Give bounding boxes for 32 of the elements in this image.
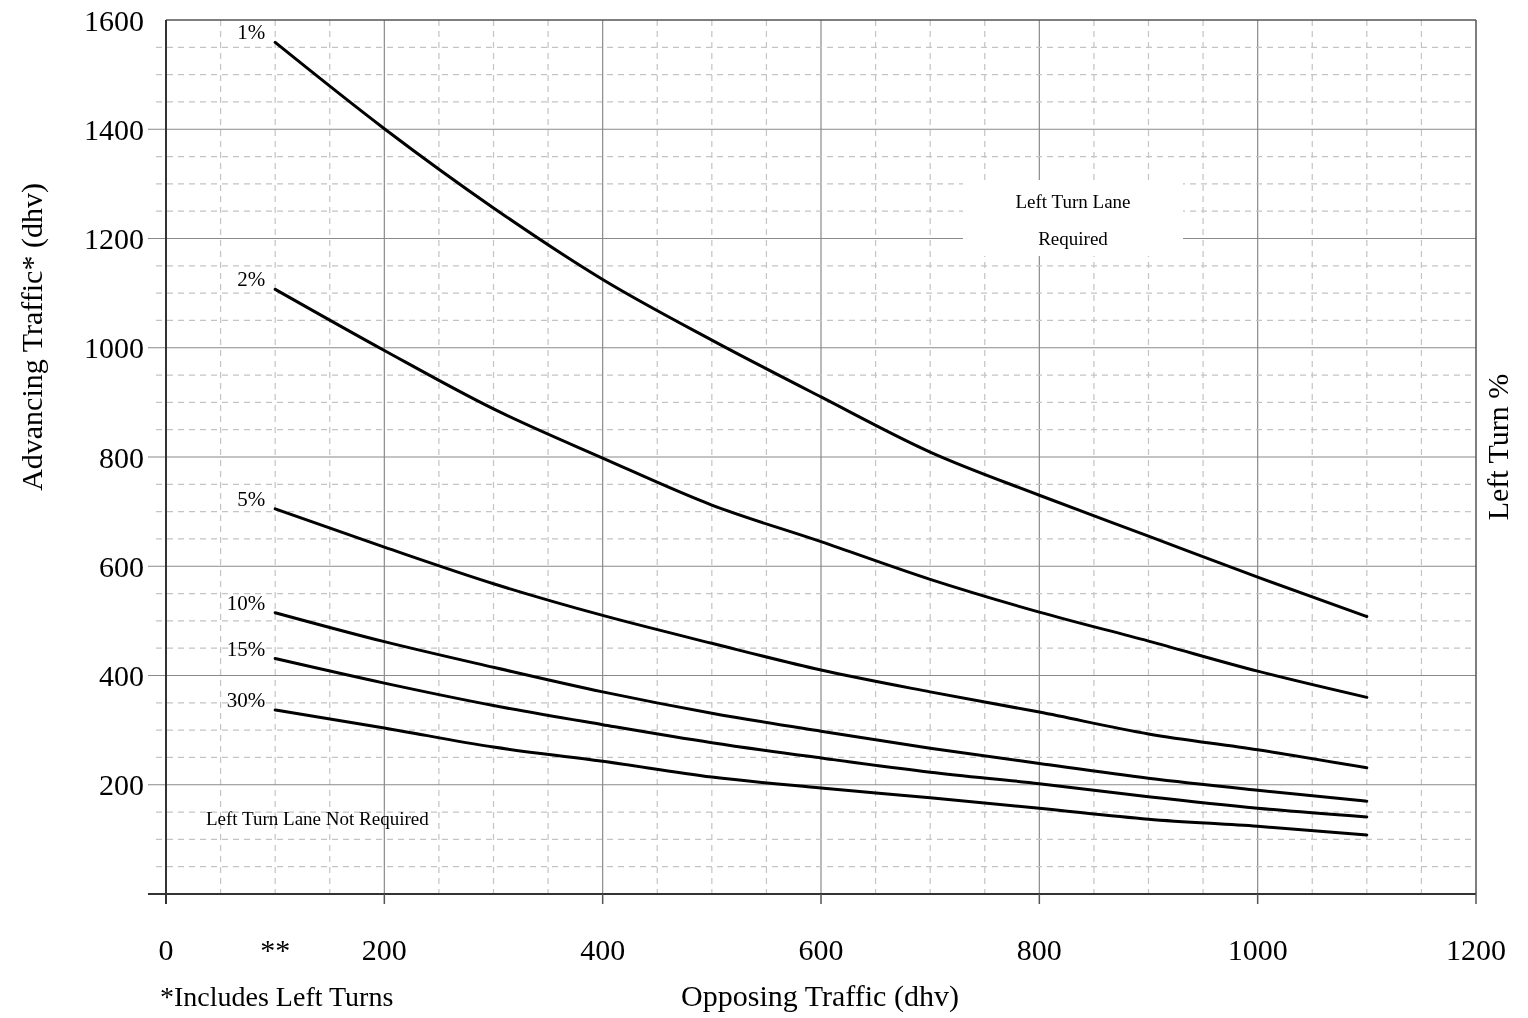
y-tick-label: 1000 <box>84 331 144 365</box>
text: *Includes Left Turns <box>160 981 394 1012</box>
y-tick-label: 200 <box>99 768 144 802</box>
series-label: 15% <box>226 636 266 661</box>
x-tick-label: 800 <box>1016 933 1062 966</box>
y-tick-label: 600 <box>99 549 144 583</box>
x-tick-label: 0 <box>158 933 174 966</box>
y2-axis-title: Left Turn % <box>1481 373 1514 521</box>
series-label: 10% <box>226 590 266 615</box>
y-tick-label: 400 <box>99 659 144 692</box>
line-series <box>273 507 1369 770</box>
y-tick-label: 1200 <box>84 222 144 255</box>
annotation: Left Turn Lane Not Required <box>206 808 430 829</box>
series-label: 5% <box>237 486 266 511</box>
series-label: 30% <box>226 687 266 712</box>
y-tick-label: 1400 <box>84 112 144 146</box>
y-axis-title: Advancing Traffic* (dhv) <box>15 183 49 491</box>
x-tick-label: 200 <box>361 933 407 966</box>
line-series <box>273 611 1369 803</box>
x-tick-label: 1200 <box>1446 933 1506 966</box>
y-tick-label: 1600 <box>84 3 144 37</box>
series-label: 2% <box>237 267 266 292</box>
x-tick-label: 600 <box>798 933 844 966</box>
x-tick-label: ** <box>260 933 291 966</box>
line-series <box>273 287 1369 699</box>
x-axis-title: Opposing Traffic (dhv) <box>681 979 959 1013</box>
annotation: Left Turn Lane Required <box>1015 191 1131 249</box>
series-label: 1% <box>237 20 266 45</box>
line-series <box>273 40 1369 619</box>
y-tick-label: 800 <box>99 440 144 474</box>
x-tick-label: 1000 <box>1227 933 1288 966</box>
x-tick-label: 400 <box>580 933 626 966</box>
